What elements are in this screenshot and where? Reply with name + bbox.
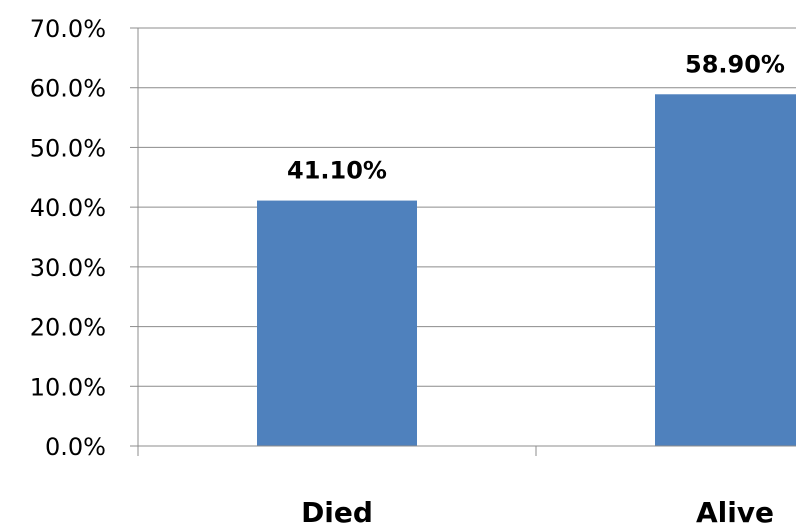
bar-alive <box>655 94 796 446</box>
y-tick-label: 10.0% <box>30 373 106 401</box>
x-category-label: Died <box>301 496 373 529</box>
y-tick-label: 30.0% <box>30 254 106 282</box>
y-tick-label: 20.0% <box>30 314 106 342</box>
bar-died <box>257 200 417 446</box>
x-category-label: Alive <box>696 496 774 529</box>
gridlines <box>138 27 796 387</box>
data-label: 41.10% <box>287 157 387 185</box>
y-tick-label: 70.0% <box>30 15 106 43</box>
y-tick-label: 50.0% <box>30 134 106 162</box>
y-tick-label: 40.0% <box>30 194 106 222</box>
y-tick-label: 0.0% <box>45 433 106 461</box>
y-tick-label: 60.0% <box>30 75 106 103</box>
bars <box>257 94 796 446</box>
labels: 0.0% 10.0% 20.0% 30.0% 40.0% 50.0% 60.0% 70.0% 4… <box>30 15 785 529</box>
data-label: 58.90% <box>685 50 785 78</box>
axes <box>130 27 796 456</box>
